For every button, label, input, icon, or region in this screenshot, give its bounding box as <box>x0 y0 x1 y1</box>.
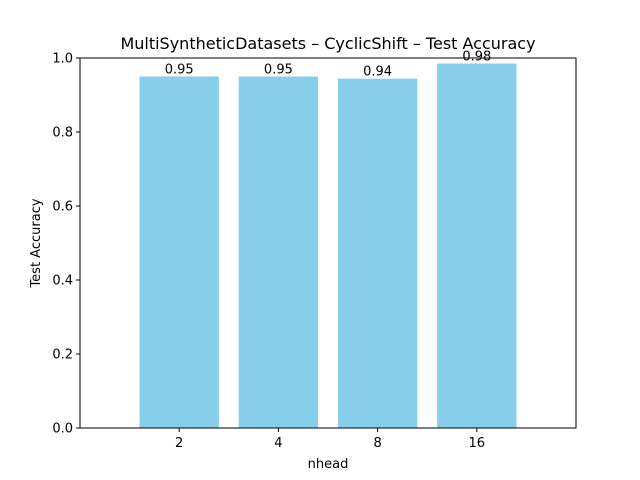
x-tick-label: 2 <box>175 436 183 451</box>
x-tick-label: 8 <box>373 436 381 451</box>
bar-8 <box>337 78 418 428</box>
y-axis-label: Test Accuracy <box>29 198 44 288</box>
y-tick-label: 0.8 <box>52 126 73 141</box>
bar-value-label: 0.95 <box>165 63 194 78</box>
bars-group <box>139 63 517 429</box>
y-axis: 0.0 0.2 0.4 0.6 0.8 1.0 <box>52 52 80 437</box>
bar-value-label: 0.95 <box>264 63 293 78</box>
y-tick-label: 0.6 <box>52 200 73 215</box>
chart-title: MultiSyntheticDatasets – CyclicShift – T… <box>120 34 535 53</box>
y-tick-label: 0.4 <box>52 274 73 289</box>
bar-2 <box>139 76 219 428</box>
y-tick-label: 0.2 <box>52 348 73 363</box>
x-axis: 2 4 8 16 <box>175 428 485 451</box>
data-labels-group: 0.95 0.95 0.94 0.98 <box>165 50 492 80</box>
x-tick-label: 16 <box>469 436 486 451</box>
x-axis-label: nhead <box>308 457 349 472</box>
bar-value-label: 0.94 <box>363 65 392 80</box>
y-tick-label: 1.0 <box>52 52 73 67</box>
y-tick-label: 0.0 <box>52 422 73 437</box>
bar-16 <box>437 63 517 429</box>
bar-value-label: 0.98 <box>462 50 491 65</box>
x-tick-label: 4 <box>274 436 282 451</box>
plot-frame <box>79 57 577 429</box>
bar-4 <box>238 76 319 428</box>
